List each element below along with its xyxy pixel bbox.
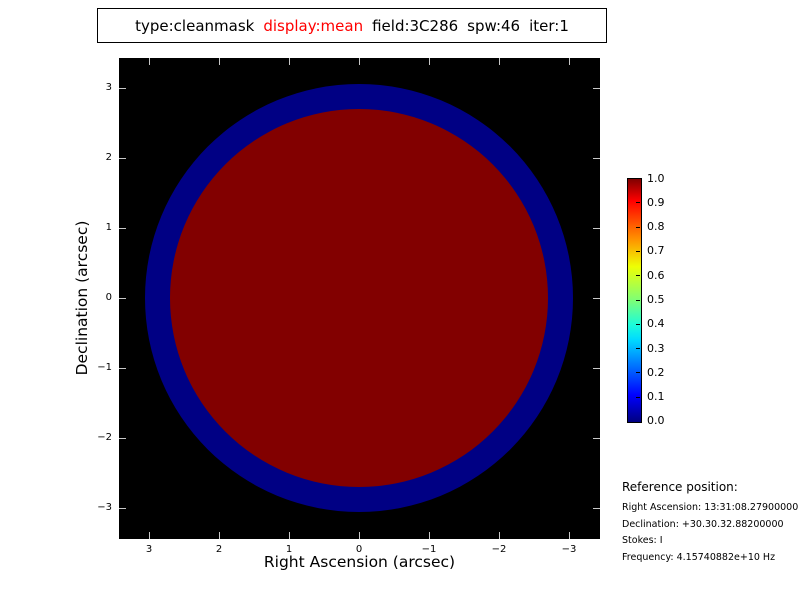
axis-tick-mark	[119, 368, 126, 369]
axis-tick-mark	[119, 298, 126, 299]
y-tick-label: −2	[97, 432, 112, 443]
colorbar-tick-label: 0.8	[647, 220, 665, 233]
reference-heading: Reference position:	[622, 480, 738, 494]
colorbar-tick-mark	[636, 348, 640, 349]
colorbar-tick-mark	[636, 202, 640, 203]
axis-tick-mark	[593, 438, 600, 439]
x-tick-label: −1	[421, 544, 437, 555]
title-spw: spw:46	[467, 16, 521, 35]
reference-ra: Right Ascension: 13:31:08.27900000	[622, 502, 799, 513]
colorbar-tick-mark	[636, 251, 640, 252]
x-tick-label: 0	[355, 544, 363, 555]
colorbar-tick-label: 0.7	[647, 244, 665, 257]
axis-tick-mark	[593, 368, 600, 369]
y-tick-label: 1	[105, 222, 112, 233]
title-field: field:3C286	[372, 16, 459, 35]
x-tick-label: −2	[491, 544, 507, 555]
colorbar-tick-label: 0.4	[647, 317, 665, 330]
reference-position-block: Reference position: Right Ascension: 13:…	[622, 480, 798, 568]
title-type: type:cleanmask	[135, 16, 255, 35]
axis-tick-mark	[149, 58, 150, 65]
x-axis-label: Right Ascension (arcsec)	[263, 553, 456, 571]
colorbar-tick-label: 1.0	[647, 172, 665, 185]
x-tick-label: −3	[561, 544, 577, 555]
colorbar-tick-label: 0.5	[647, 293, 665, 306]
reference-dec: Declination: +30.30.32.88200000	[622, 518, 784, 530]
axis-tick-mark	[119, 158, 126, 159]
reference-stokes: Stokes: I	[622, 535, 663, 546]
reference-frequency: Frequency: 4.15740882e+10 Hz	[622, 551, 776, 563]
axis-tick-mark	[569, 58, 570, 65]
colorbar-tick-label: 0.3	[647, 342, 665, 355]
colorbar-tick-label: 0.6	[647, 269, 665, 282]
colorbar-tick-label: 0.1	[647, 390, 665, 403]
axis-tick-mark	[429, 58, 430, 65]
colorbar-tick-mark	[636, 300, 640, 301]
mask-inner-disk	[170, 109, 548, 487]
y-tick-label: −1	[97, 362, 112, 373]
axis-tick-mark	[119, 228, 126, 229]
colorbar-tick-mark	[636, 397, 640, 398]
colorbar-tick-label: 0.2	[647, 366, 665, 379]
axis-tick-mark	[499, 532, 500, 539]
axis-tick-mark	[499, 58, 500, 65]
colorbar-tick-mark	[636, 275, 640, 276]
axis-tick-mark	[429, 532, 430, 539]
axis-tick-mark	[359, 532, 360, 539]
axis-tick-mark	[219, 532, 220, 539]
colorbar-tick-mark	[636, 227, 640, 228]
axis-tick-mark	[289, 532, 290, 539]
axis-tick-mark	[119, 438, 126, 439]
axis-tick-mark	[119, 508, 126, 509]
x-tick-label: 3	[145, 544, 153, 555]
y-tick-label: 2	[105, 152, 112, 163]
y-tick-label: 3	[105, 82, 112, 93]
y-tick-label: −3	[97, 502, 112, 513]
axis-tick-mark	[359, 58, 360, 65]
colorbar-tick-mark	[636, 324, 640, 325]
plot-title-box: type:cleanmask display:mean field:3C286 …	[97, 8, 607, 43]
colorbar	[627, 178, 642, 423]
y-tick-label: 0	[105, 292, 112, 303]
colorbar-tick-label: 0.9	[647, 196, 665, 209]
title-iter: iter:1	[529, 16, 569, 35]
colorbar-tick-mark	[636, 372, 640, 373]
axis-tick-mark	[569, 532, 570, 539]
axis-tick-mark	[219, 58, 220, 65]
axis-tick-mark	[593, 158, 600, 159]
axis-tick-mark	[593, 228, 600, 229]
axis-tick-mark	[593, 298, 600, 299]
axis-tick-mark	[289, 58, 290, 65]
colorbar-tick-label: 0.0	[647, 414, 665, 427]
x-tick-label: 2	[215, 544, 223, 555]
title-display: display:mean	[263, 16, 364, 35]
x-tick-label: 1	[285, 544, 293, 555]
axis-tick-mark	[119, 88, 126, 89]
plot-area	[119, 58, 600, 539]
axis-tick-mark	[593, 508, 600, 509]
axis-tick-mark	[149, 532, 150, 539]
axis-tick-mark	[593, 88, 600, 89]
